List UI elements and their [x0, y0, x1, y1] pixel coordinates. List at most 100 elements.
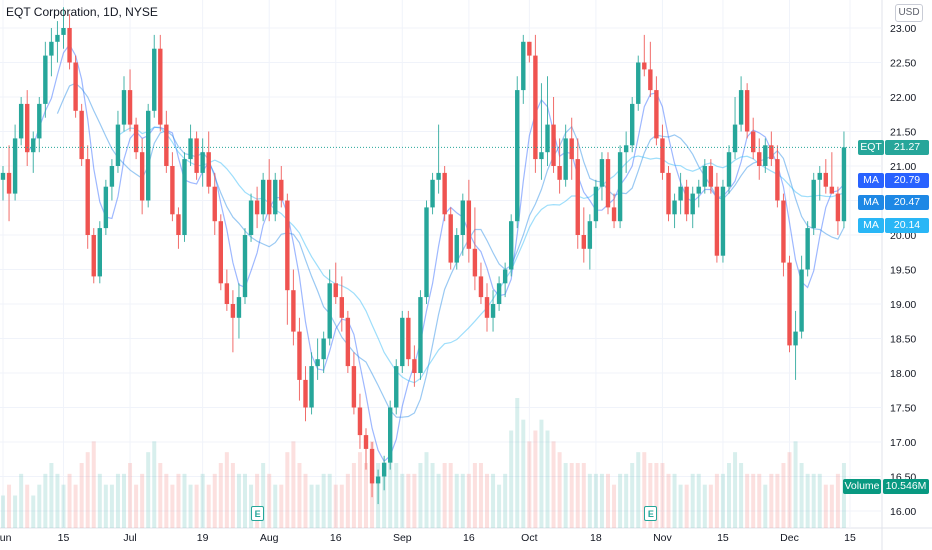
- candle-body: [218, 221, 223, 284]
- currency-badge[interactable]: USD: [895, 4, 923, 22]
- price-axis[interactable]: 16.0016.5017.0017.5018.0018.5019.0019.50…: [890, 23, 916, 518]
- volume-bar: [745, 473, 750, 528]
- candle-body: [170, 166, 175, 215]
- candle-body: [18, 103, 24, 139]
- candle-body: [611, 207, 617, 222]
- candle-body: [345, 317, 351, 367]
- volume-bar: [424, 452, 429, 528]
- candle-body: [581, 235, 586, 249]
- candle-body: [654, 90, 659, 139]
- y-tick-label: 19.50: [890, 265, 916, 277]
- volume-bar: [581, 463, 586, 528]
- volume-bar: [321, 473, 326, 528]
- candle-body: [0, 172, 6, 180]
- candle-body: [49, 41, 54, 56]
- candle-body: [714, 186, 720, 256]
- y-tick-label: 22.00: [890, 92, 916, 104]
- candle-body: [545, 124, 550, 153]
- candle-body: [751, 131, 756, 153]
- volume-bar: [593, 473, 598, 528]
- volume-bar: [775, 473, 780, 528]
- candle-body: [351, 366, 357, 408]
- volume-bar: [624, 473, 629, 528]
- candle-body: [152, 48, 157, 111]
- candle-body: [248, 200, 254, 235]
- y-tick-label: 18.00: [890, 368, 916, 380]
- candle-body: [61, 28, 66, 35]
- volume-bar: [25, 484, 30, 528]
- volume-bars: [1, 398, 846, 528]
- volume-bar: [109, 484, 114, 528]
- candle-body: [666, 172, 671, 215]
- volume-bar: [606, 473, 610, 528]
- candle-body: [605, 159, 611, 208]
- volume-bar: [182, 473, 187, 528]
- volume-bar: [279, 484, 284, 528]
- candle-body: [539, 152, 544, 160]
- candle-body: [369, 448, 375, 484]
- candle-body: [502, 269, 508, 284]
- x-tick-label: 19: [197, 532, 209, 544]
- volume-bar: [170, 484, 175, 528]
- y-tick-label: 18.50: [890, 334, 916, 346]
- x-tick-label: 15: [58, 532, 70, 544]
- ma-tag-value: 20.47: [885, 195, 929, 211]
- volume-bar: [67, 473, 72, 528]
- candle-body: [236, 297, 242, 318]
- volume-bar: [769, 473, 774, 528]
- volume-bar: [751, 473, 756, 528]
- candle-body: [25, 103, 30, 153]
- ma-tag-label: MA: [858, 217, 884, 233]
- candle-body: [630, 103, 635, 146]
- candle-body: [587, 221, 593, 249]
- volume-bar: [557, 452, 562, 528]
- volume-bar: [291, 441, 296, 528]
- candle-body: [158, 48, 163, 125]
- candle-body: [381, 462, 387, 477]
- candle-body: [85, 159, 90, 235]
- candle-body: [557, 166, 562, 180]
- volume-bar: [805, 473, 810, 528]
- x-tick-label: 15: [717, 532, 729, 544]
- candlesticks[interactable]: [0, 7, 847, 505]
- candle-body: [230, 304, 236, 318]
- candle-body: [763, 145, 768, 166]
- x-tick-label: Sep: [393, 532, 412, 544]
- volume-bar: [472, 463, 477, 528]
- candle-body: [799, 269, 804, 332]
- time-axis[interactable]: Jun 15 Jul 19 Aug 16 Sep 16 Oct 18 Nov 15 Dec 15: [0, 532, 856, 544]
- candle-body: [484, 297, 490, 318]
- earnings-icon[interactable]: E: [251, 506, 265, 521]
- candle-body: [375, 476, 381, 484]
- volume-bar: [285, 452, 290, 528]
- volume-bar: [563, 463, 568, 528]
- volume-bar: [545, 430, 550, 528]
- candle-body: [309, 366, 314, 408]
- candle-body: [73, 62, 78, 111]
- candle-body: [357, 407, 363, 436]
- volume-tag-label: Volume: [843, 479, 881, 494]
- candle-body: [339, 297, 344, 318]
- x-tick-label: 16: [330, 532, 342, 544]
- volume-bar: [497, 484, 502, 528]
- candle-body: [563, 138, 568, 180]
- earnings-icon[interactable]: E: [644, 506, 658, 521]
- volume-bar: [835, 473, 840, 528]
- volume-bar: [103, 484, 108, 528]
- volume-tag-value: 10.546M: [883, 479, 929, 494]
- volume-bar: [400, 473, 405, 528]
- candle-body: [515, 90, 520, 222]
- volume-bar: [134, 484, 139, 528]
- volume-bar: [188, 484, 193, 528]
- candle-body: [430, 179, 435, 208]
- candle-body: [623, 145, 629, 153]
- candle-body: [696, 186, 701, 194]
- candle-body: [37, 103, 42, 139]
- x-tick-label: Jul: [123, 532, 136, 544]
- volume-bar: [509, 430, 514, 528]
- candle-body: [400, 317, 405, 367]
- volume-bar: [678, 484, 683, 528]
- volume-bar: [720, 473, 725, 528]
